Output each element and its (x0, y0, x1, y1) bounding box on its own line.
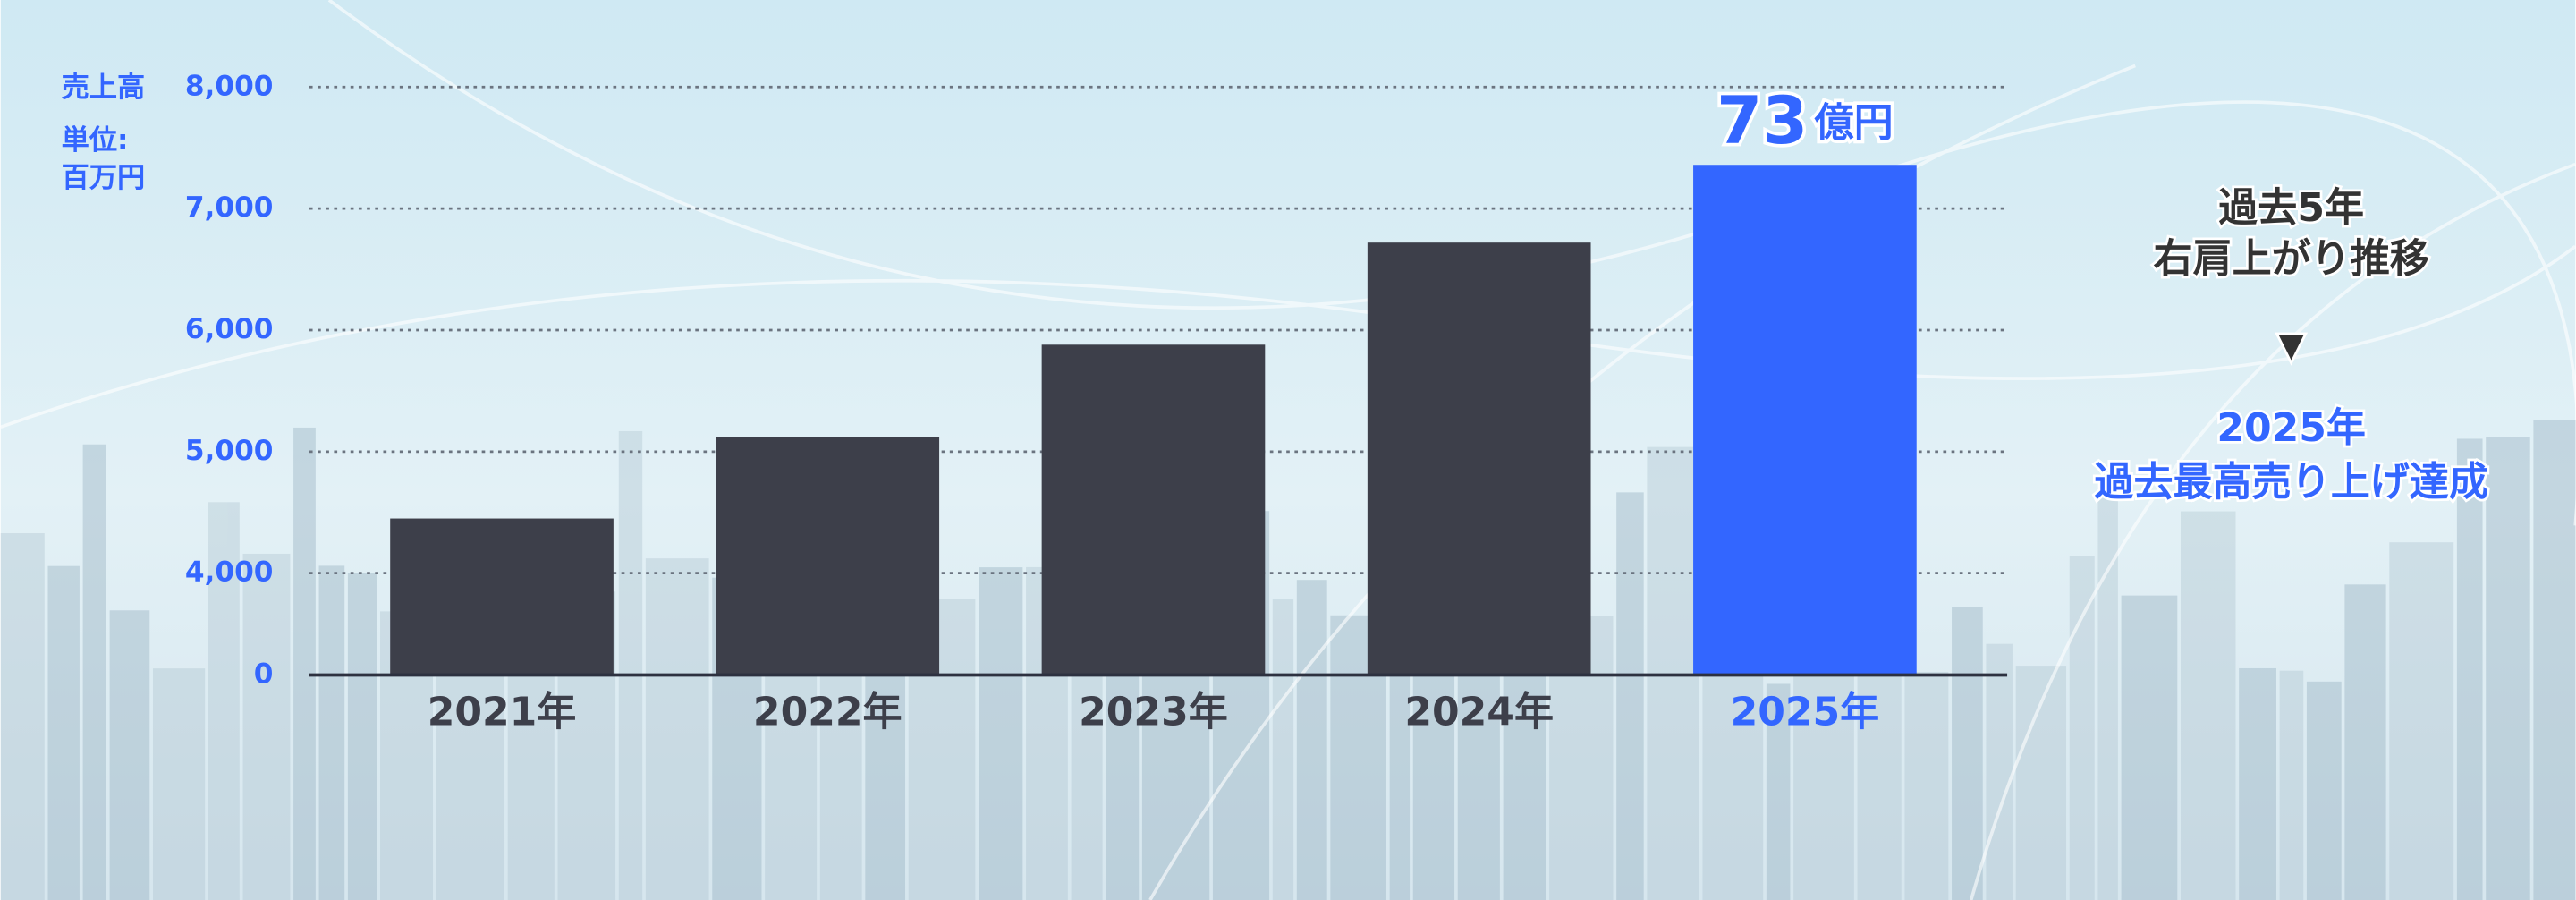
building (618, 430, 643, 900)
value-label: 73 億円 (1716, 83, 1894, 159)
bar (1041, 344, 1266, 675)
building (0, 533, 45, 900)
annotation: 過去5年 (2218, 185, 2364, 231)
bar (1367, 242, 1591, 675)
building (1857, 675, 1902, 900)
building (2344, 584, 2386, 900)
annotation: 右肩上がり推移 (2153, 236, 2428, 282)
building (152, 668, 206, 900)
y-tick-label: 7,000 (185, 191, 274, 224)
network-line (1969, 162, 2576, 900)
building (318, 565, 345, 900)
building (2069, 556, 2095, 900)
bar (390, 518, 614, 675)
x-tick-label: 2021年 (428, 690, 577, 735)
x-tick-label: 2025年 (1731, 690, 1880, 735)
building (2306, 681, 2342, 900)
building (2456, 438, 2483, 900)
x-tick-label: 2023年 (1079, 690, 1228, 735)
building (293, 427, 316, 900)
annotation: 2025年 (2216, 405, 2366, 451)
annotation: 過去最高売り上げ達成 (2094, 460, 2487, 505)
building (2121, 595, 2178, 900)
building (765, 651, 818, 900)
y-tick-label: 0 (254, 658, 274, 691)
y-tick-label: 6,000 (185, 313, 274, 345)
building (47, 565, 80, 900)
y-tick-label: 4,000 (185, 556, 274, 589)
building (2097, 478, 2118, 900)
building (1503, 654, 1546, 900)
building (1616, 492, 1644, 900)
building (1952, 607, 1983, 900)
building (2180, 511, 2236, 900)
building (1986, 643, 2012, 900)
y-tick-label: 8,000 (185, 70, 274, 102)
bar (716, 437, 940, 675)
building (1766, 683, 1791, 900)
annotation: ▼ (2279, 326, 2305, 364)
building (2533, 420, 2576, 900)
building (1296, 580, 1327, 900)
bar (1693, 165, 1917, 675)
x-tick-label: 2022年 (753, 690, 902, 735)
y-axis-title: 百万円 (62, 162, 146, 194)
y-axis-title: 単位: (62, 124, 129, 157)
building (1412, 665, 1455, 900)
building (1702, 642, 1764, 900)
y-axis-title: 売上高 (62, 72, 146, 104)
building (819, 664, 862, 900)
building (109, 610, 150, 900)
building (645, 558, 709, 900)
building (2389, 542, 2454, 900)
building (347, 573, 377, 900)
building (979, 567, 1023, 900)
building (2486, 437, 2530, 900)
building (1904, 672, 1949, 900)
building (1272, 599, 1294, 900)
building (2279, 670, 2304, 900)
x-tick-label: 2024年 (1404, 690, 1554, 735)
building (208, 502, 240, 900)
building (242, 553, 291, 900)
building (2239, 667, 2276, 900)
y-tick-label: 5,000 (185, 435, 274, 467)
building (82, 444, 106, 900)
